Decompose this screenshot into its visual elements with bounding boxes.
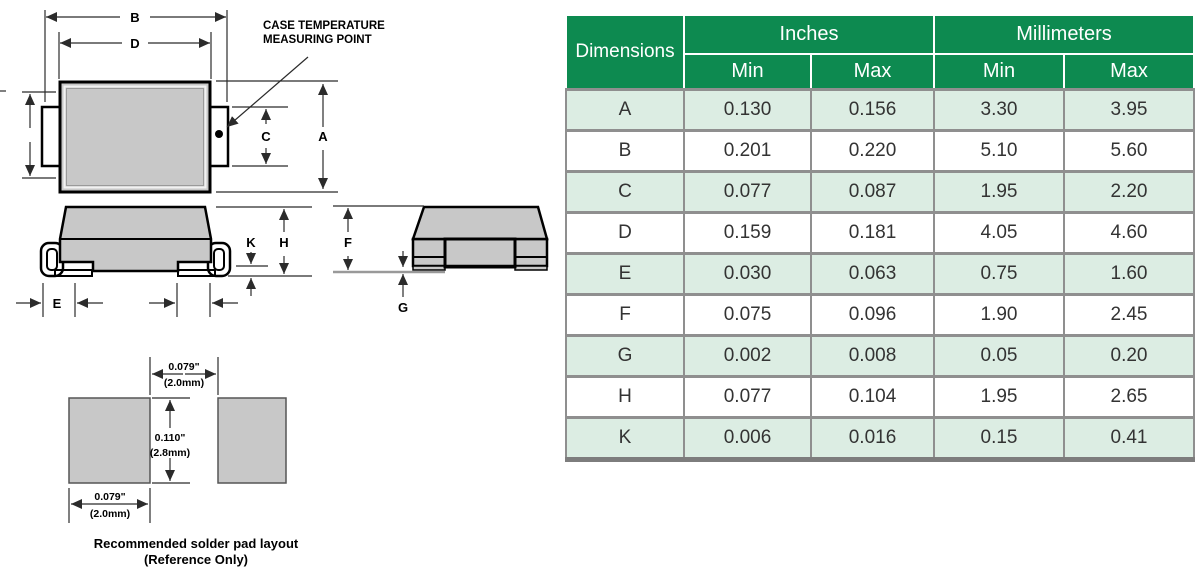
- dim-label-B: B: [130, 10, 139, 25]
- header-inches-max: Max: [810, 53, 935, 91]
- dim-name: K: [565, 416, 685, 462]
- dim-label-A: A: [318, 129, 328, 144]
- table-row: G 0.002 0.008 0.05 0.20: [565, 334, 1195, 378]
- side-view-body: [411, 237, 549, 268]
- dim-label-C: C: [261, 129, 271, 144]
- top-view-body: [58, 80, 212, 194]
- cell: 3.30: [933, 88, 1065, 132]
- cell: 0.41: [1063, 416, 1195, 462]
- dim-label-D: D: [130, 36, 139, 51]
- cell: 0.159: [683, 211, 812, 255]
- dim-name: E: [565, 252, 685, 296]
- cell: 0.008: [810, 334, 935, 378]
- pad-width-inches: 0.079": [94, 491, 125, 503]
- cell: 0.220: [810, 129, 935, 173]
- cell: 0.006: [683, 416, 812, 462]
- header-mm-min: Min: [933, 53, 1065, 91]
- header-dimensions: Dimensions: [565, 14, 685, 91]
- dim-name: H: [565, 375, 685, 419]
- cell: 4.60: [1063, 211, 1195, 255]
- cell: 5.60: [1063, 129, 1195, 173]
- cell: 0.030: [683, 252, 812, 296]
- table-row: K 0.006 0.016 0.15 0.41: [565, 416, 1195, 462]
- cell: 0.077: [683, 375, 812, 419]
- dim-name: G: [565, 334, 685, 378]
- cell: 0.075: [683, 293, 812, 337]
- table-row: C 0.077 0.087 1.95 2.20: [565, 170, 1195, 214]
- dim-name: B: [565, 129, 685, 173]
- cell: 2.20: [1063, 170, 1195, 214]
- pad-height-inches: 0.110": [155, 432, 186, 444]
- table-row: D 0.159 0.181 4.05 4.60: [565, 211, 1195, 255]
- dimensions-table: Dimensions Inches Millimeters Min Max Mi…: [565, 14, 1195, 462]
- cell: 0.156: [810, 88, 935, 132]
- dim-name: D: [565, 211, 685, 255]
- solder-pad-layout: 0.079" (2.0mm) 0.110" (2.8mm) 0.079" (2.…: [68, 357, 299, 567]
- cell: 3.95: [1063, 88, 1195, 132]
- table-row: E 0.030 0.063 0.75 1.60: [565, 252, 1195, 296]
- top-view: B D C A CASE TE: [0, 10, 385, 194]
- dim-name: C: [565, 170, 685, 214]
- pad-height-mm: (2.8mm): [150, 447, 190, 459]
- cell: 4.05: [933, 211, 1065, 255]
- pad-gap-inches: 0.079": [168, 361, 199, 373]
- dim-label-F: F: [344, 235, 352, 250]
- pad-gap-mm: (2.0mm): [164, 377, 204, 389]
- case-temp-note-line2: MEASURING POINT: [263, 34, 372, 46]
- top-view-left-lead: [40, 105, 62, 168]
- table-row: H 0.077 0.104 1.95 2.65: [565, 375, 1195, 419]
- cell: 5.10: [933, 129, 1065, 173]
- table-row: A 0.130 0.156 3.30 3.95: [565, 88, 1195, 132]
- cell: 0.096: [810, 293, 935, 337]
- header-inches: Inches: [683, 14, 935, 55]
- cell: 0.016: [810, 416, 935, 462]
- cell: 0.201: [683, 129, 812, 173]
- cell: 0.077: [683, 170, 812, 214]
- solder-pad-right: [217, 397, 287, 484]
- cell: 0.130: [683, 88, 812, 132]
- cell: 1.95: [933, 170, 1065, 214]
- dim-label-K: K: [246, 235, 256, 250]
- cell: 1.90: [933, 293, 1065, 337]
- cell: 0.063: [810, 252, 935, 296]
- cell: 0.05: [933, 334, 1065, 378]
- dim-label-E: E: [53, 296, 62, 311]
- cell: 0.181: [810, 211, 935, 255]
- cell: 0.20: [1063, 334, 1195, 378]
- dim-label-H: H: [279, 235, 288, 250]
- cell: 1.60: [1063, 252, 1195, 296]
- side-view: F G: [333, 205, 549, 315]
- table-row: B 0.201 0.220 5.10 5.60: [565, 129, 1195, 173]
- cell: 0.002: [683, 334, 812, 378]
- header-mm-max: Max: [1063, 53, 1195, 91]
- pad-layout-caption-note: (Reference Only): [144, 552, 248, 567]
- cell: 0.087: [810, 170, 935, 214]
- case-temp-note-line1: CASE TEMPERATURE: [263, 20, 385, 32]
- cell: 1.95: [933, 375, 1065, 419]
- solder-pad-left: [68, 397, 151, 484]
- cell: 0.104: [810, 375, 935, 419]
- dim-name: A: [565, 88, 685, 132]
- table-row: F 0.075 0.096 1.90 2.45: [565, 293, 1195, 337]
- header-inches-min: Min: [683, 53, 812, 91]
- dim-label-G: G: [398, 300, 408, 315]
- header-millimeters: Millimeters: [933, 14, 1195, 55]
- cell: 2.45: [1063, 293, 1195, 337]
- cell: 0.75: [933, 252, 1065, 296]
- front-view: H K E: [16, 205, 312, 317]
- dim-name: F: [565, 293, 685, 337]
- cell: 0.15: [933, 416, 1065, 462]
- package-dimension-drawing: B D C A CASE TE: [0, 10, 549, 567]
- cell: 2.65: [1063, 375, 1195, 419]
- pad-width-mm: (2.0mm): [90, 508, 130, 520]
- measuring-point-dot: [215, 130, 223, 138]
- pad-layout-caption: Recommended solder pad layout: [94, 536, 299, 551]
